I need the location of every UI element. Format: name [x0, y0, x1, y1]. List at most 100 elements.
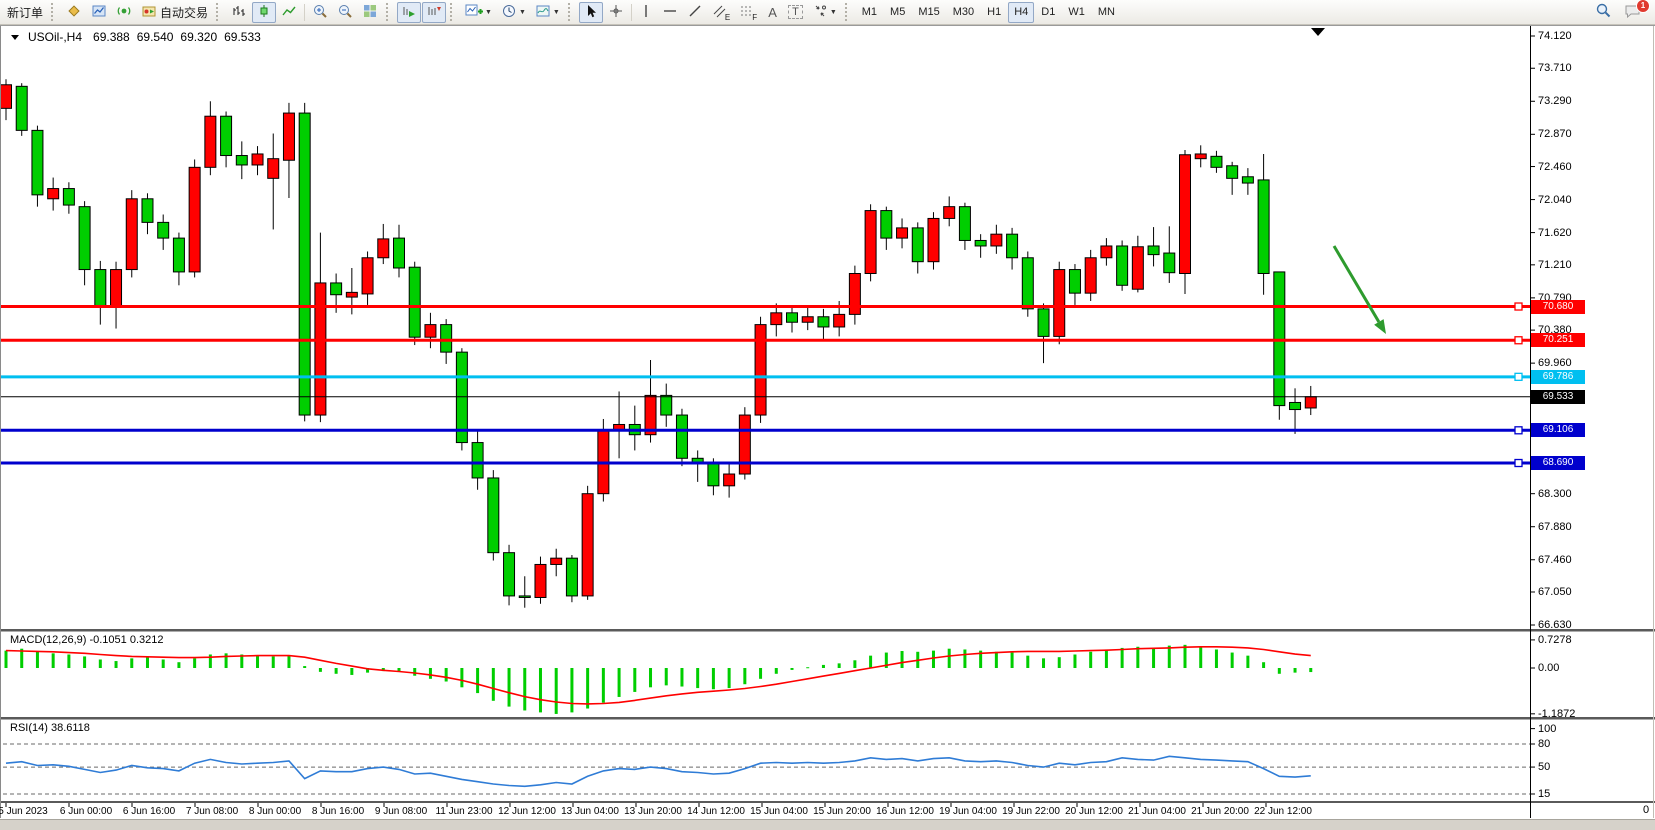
line-chart-mode-button[interactable] — [277, 2, 301, 23]
candle[interactable] — [188, 166, 201, 273]
candle[interactable] — [660, 394, 673, 416]
candle[interactable] — [330, 282, 343, 296]
candle[interactable] — [487, 477, 500, 554]
candle[interactable] — [738, 414, 751, 475]
candle[interactable] — [1068, 269, 1081, 294]
panel-separator[interactable] — [0, 717, 1655, 720]
candle[interactable] — [503, 552, 516, 597]
text-label-tool-button[interactable]: T — [784, 2, 807, 23]
periods-button[interactable]: ▼ — [497, 2, 530, 23]
line-anchor-marker[interactable] — [1514, 372, 1523, 381]
candle[interactable] — [518, 595, 531, 598]
timeframe-D1[interactable]: D1 — [1041, 6, 1056, 18]
candle[interactable] — [927, 217, 940, 263]
candle[interactable] — [455, 351, 468, 444]
zoom-in-button[interactable] — [308, 2, 332, 23]
candle[interactable] — [377, 238, 390, 259]
toolbar-grip[interactable] — [844, 3, 851, 21]
candle[interactable] — [251, 153, 264, 166]
bar-chart-mode-button[interactable] — [227, 2, 251, 23]
candle[interactable] — [440, 324, 453, 353]
candle[interactable] — [1021, 257, 1034, 310]
templates-button[interactable]: ▼ — [531, 2, 564, 23]
candle[interactable] — [1006, 233, 1019, 259]
candle[interactable] — [1147, 245, 1160, 256]
candle[interactable] — [15, 85, 28, 131]
candle[interactable] — [235, 155, 248, 166]
timeframe-H1[interactable]: H1 — [987, 6, 1002, 18]
candle[interactable] — [31, 129, 44, 196]
toolbar-grip[interactable] — [51, 3, 57, 21]
toolbar-grip[interactable] — [567, 3, 574, 21]
candle[interactable] — [1116, 245, 1129, 286]
new-order-button[interactable]: 新订单 — [7, 5, 44, 20]
search-button[interactable] — [1591, 2, 1616, 23]
candle[interactable] — [125, 198, 138, 271]
candle[interactable] — [393, 237, 405, 269]
annotation-arrow-head[interactable] — [1374, 319, 1386, 334]
candle[interactable] — [267, 158, 280, 179]
line-anchor-marker[interactable] — [1514, 336, 1523, 345]
candle[interactable] — [723, 473, 736, 487]
toolbar-grip[interactable] — [216, 3, 222, 21]
candle[interactable] — [754, 324, 767, 416]
vertical-line-tool-button[interactable] — [635, 2, 657, 23]
chart-shift-button[interactable] — [422, 1, 447, 23]
candle[interactable] — [1289, 401, 1302, 411]
annotation-arrow-shaft[interactable] — [1332, 245, 1381, 323]
candle[interactable] — [864, 210, 877, 274]
candle[interactable] — [157, 221, 170, 239]
candle[interactable] — [424, 324, 437, 338]
candle[interactable] — [62, 188, 75, 206]
candle[interactable] — [408, 266, 421, 338]
candle[interactable] — [801, 316, 814, 323]
candle[interactable] — [1053, 269, 1066, 337]
candle[interactable] — [565, 557, 578, 597]
candle[interactable] — [1194, 153, 1207, 160]
candlestick-mode-button[interactable] — [252, 1, 277, 23]
candle[interactable] — [94, 269, 107, 308]
candle[interactable] — [958, 206, 971, 241]
arrows-tool-button[interactable]: ▼ — [808, 2, 841, 23]
candle[interactable] — [361, 257, 374, 295]
candle[interactable] — [1100, 245, 1113, 259]
candle[interactable] — [911, 227, 924, 263]
candle[interactable] — [1179, 154, 1191, 274]
candle[interactable] — [644, 394, 657, 436]
timeframe-M15[interactable]: M15 — [918, 6, 940, 18]
timeframe-M1[interactable]: M1 — [861, 6, 878, 18]
tile-windows-button[interactable] — [358, 2, 382, 23]
indicators-button[interactable]: ▼ — [461, 2, 496, 23]
market-watch-button[interactable] — [62, 2, 86, 23]
candle[interactable] — [707, 463, 720, 487]
candle[interactable] — [1304, 396, 1317, 409]
candle[interactable] — [1131, 246, 1144, 290]
candle[interactable] — [1241, 176, 1254, 184]
candle[interactable] — [471, 442, 484, 479]
trendline-tool-button[interactable] — [683, 2, 707, 23]
signal-button[interactable] — [112, 2, 136, 23]
candle[interactable] — [1257, 179, 1270, 274]
candle[interactable] — [974, 239, 987, 247]
cursor-tool-button[interactable] — [578, 1, 603, 23]
candle[interactable] — [990, 233, 1003, 247]
candle[interactable] — [47, 188, 60, 200]
candle[interactable] — [220, 115, 233, 157]
candle[interactable] — [1226, 165, 1239, 179]
fibonacci-tool-button[interactable]: F — [735, 2, 761, 23]
candle[interactable] — [817, 316, 830, 328]
chat-button[interactable]: 1 — [1620, 0, 1650, 23]
candle[interactable] — [675, 414, 688, 459]
candle[interactable] — [1210, 155, 1223, 168]
candle[interactable] — [1037, 308, 1050, 337]
line-anchor-marker[interactable] — [1514, 302, 1523, 311]
candle[interactable] — [0, 84, 12, 109]
line-anchor-marker[interactable] — [1514, 426, 1523, 435]
candle[interactable] — [943, 206, 956, 219]
text-tool-button[interactable]: A — [762, 2, 783, 23]
candle[interactable] — [282, 112, 295, 161]
charts-window-button[interactable] — [87, 2, 111, 23]
candle[interactable] — [848, 272, 861, 315]
candle[interactable] — [550, 557, 563, 565]
